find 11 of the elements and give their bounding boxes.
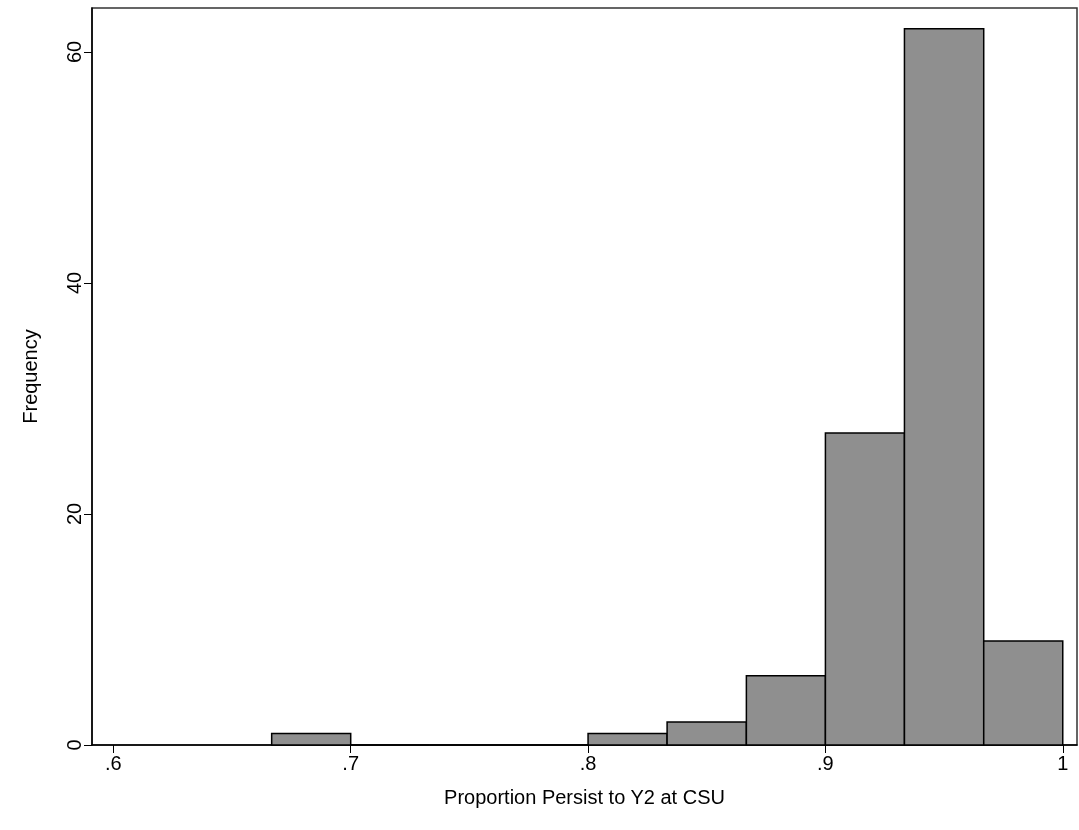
x-tick-label: .7 <box>342 752 360 774</box>
x-tick-label: .9 <box>817 752 834 774</box>
y-tick-label: 0 <box>63 739 85 751</box>
x-tick-label: 1 <box>1057 752 1069 774</box>
x-axis-title: Proportion Persist to Y2 at CSU <box>444 786 725 808</box>
y-tick-label: 20 <box>63 502 85 526</box>
y-tick-label: 40 <box>63 271 85 295</box>
y-axis-title: Frequency <box>19 329 41 424</box>
x-tick-label: .6 <box>105 752 122 774</box>
x-tick-label: .8 <box>579 752 597 774</box>
y-tick-label: 60 <box>63 40 85 64</box>
